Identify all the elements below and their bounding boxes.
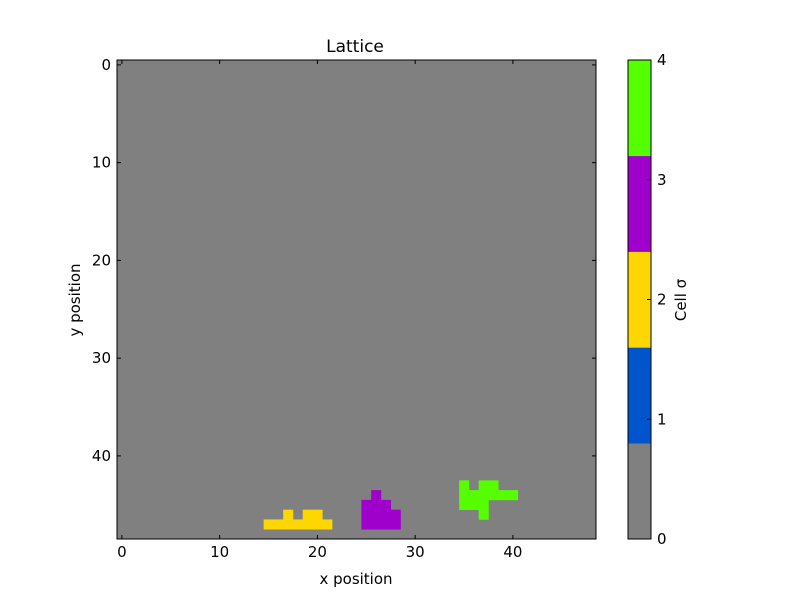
colorbar-segment-0 [628,443,651,540]
cell-pixel-sigma-4 [488,490,499,501]
cell-pixel-sigma-3 [380,519,392,530]
y-tick-label: 20 [92,251,111,269]
x-tick-label: 30 [406,543,425,561]
cell-pixel-sigma-4 [478,509,489,520]
colorbar-label: Cell σ [672,278,690,321]
colorbar: 0 1 2 3 4 Cell σ [627,51,690,548]
cell-pixel-sigma-2 [283,519,294,530]
cell-pixel-sigma-3 [371,509,382,520]
plot-area: 0 10 20 30 40 0 10 20 30 40 [92,56,597,561]
cell-pixel-sigma-4 [478,480,489,491]
cell-pixel-sigma-2 [273,519,284,530]
cell-pixel-sigma-3 [390,509,401,520]
plot-background [117,60,596,539]
x-tick-label: 0 [117,543,127,561]
colorbar-segments [628,60,651,540]
colorbar-tick-label: 0 [657,530,667,548]
colorbar-segment-1 [628,347,651,444]
y-tick-label: 40 [92,447,111,465]
colorbar-tick-label: 2 [657,291,667,309]
cell-pixel-sigma-4 [488,480,499,491]
cell-pixel-sigma-3 [371,490,382,501]
colorbar-tick-label: 1 [657,410,667,428]
cell-pixel-sigma-2 [322,519,333,530]
cell-pixel-sigma-2 [302,509,313,520]
cell-pixel-sigma-4 [459,480,470,491]
colorbar-segment-3 [628,155,651,252]
colorbar-ticks: 0 1 2 3 4 [647,51,667,548]
cell-pixel-sigma-3 [361,499,372,510]
cell-pixel-sigma-4 [468,499,479,510]
cell-pixel-sigma-3 [371,499,382,510]
y-axis-label: y position [66,263,84,336]
x-tick-label: 40 [503,543,522,561]
cell-pixel-sigma-2 [312,509,323,520]
cell-pixel-sigma-4 [508,490,519,501]
cell-pixels-layer [263,480,519,530]
cell-pixel-sigma-4 [459,490,470,501]
y-tick-label: 10 [92,154,111,172]
x-axis-label: x position [319,570,392,588]
cell-pixel-sigma-3 [390,519,401,530]
cell-pixel-sigma-4 [478,499,489,510]
plot-frame [116,59,597,540]
x-axis-ticks: 0 10 20 30 40 [117,60,522,561]
cell-pixel-sigma-4 [498,490,509,501]
cell-pixel-sigma-4 [478,490,489,501]
cell-pixel-sigma-4 [459,499,470,510]
cell-pixel-sigma-4 [468,490,479,501]
x-tick-label: 10 [210,543,229,561]
cell-pixel-sigma-3 [361,509,372,520]
cell-pixel-sigma-3 [380,499,392,510]
colorbar-tick-label: 4 [657,51,667,69]
cell-pixel-sigma-2 [312,519,323,530]
colorbar-tick-label: 3 [657,171,667,189]
y-tick-label: 0 [101,56,111,74]
y-tick-label: 30 [92,349,111,367]
cell-pixel-sigma-3 [371,519,382,530]
cell-pixel-sigma-3 [361,519,372,530]
cell-pixel-sigma-2 [263,519,274,530]
colorbar-segment-4 [628,60,651,157]
cell-pixel-sigma-2 [283,509,294,520]
x-tick-label: 20 [308,543,327,561]
chart-title: Lattice [326,37,384,57]
cell-pixel-sigma-2 [292,519,304,530]
cell-pixel-sigma-2 [302,519,313,530]
colorbar-segment-2 [628,251,651,348]
y-axis-ticks: 0 10 20 30 40 [92,56,596,465]
cell-pixel-sigma-3 [380,509,392,520]
